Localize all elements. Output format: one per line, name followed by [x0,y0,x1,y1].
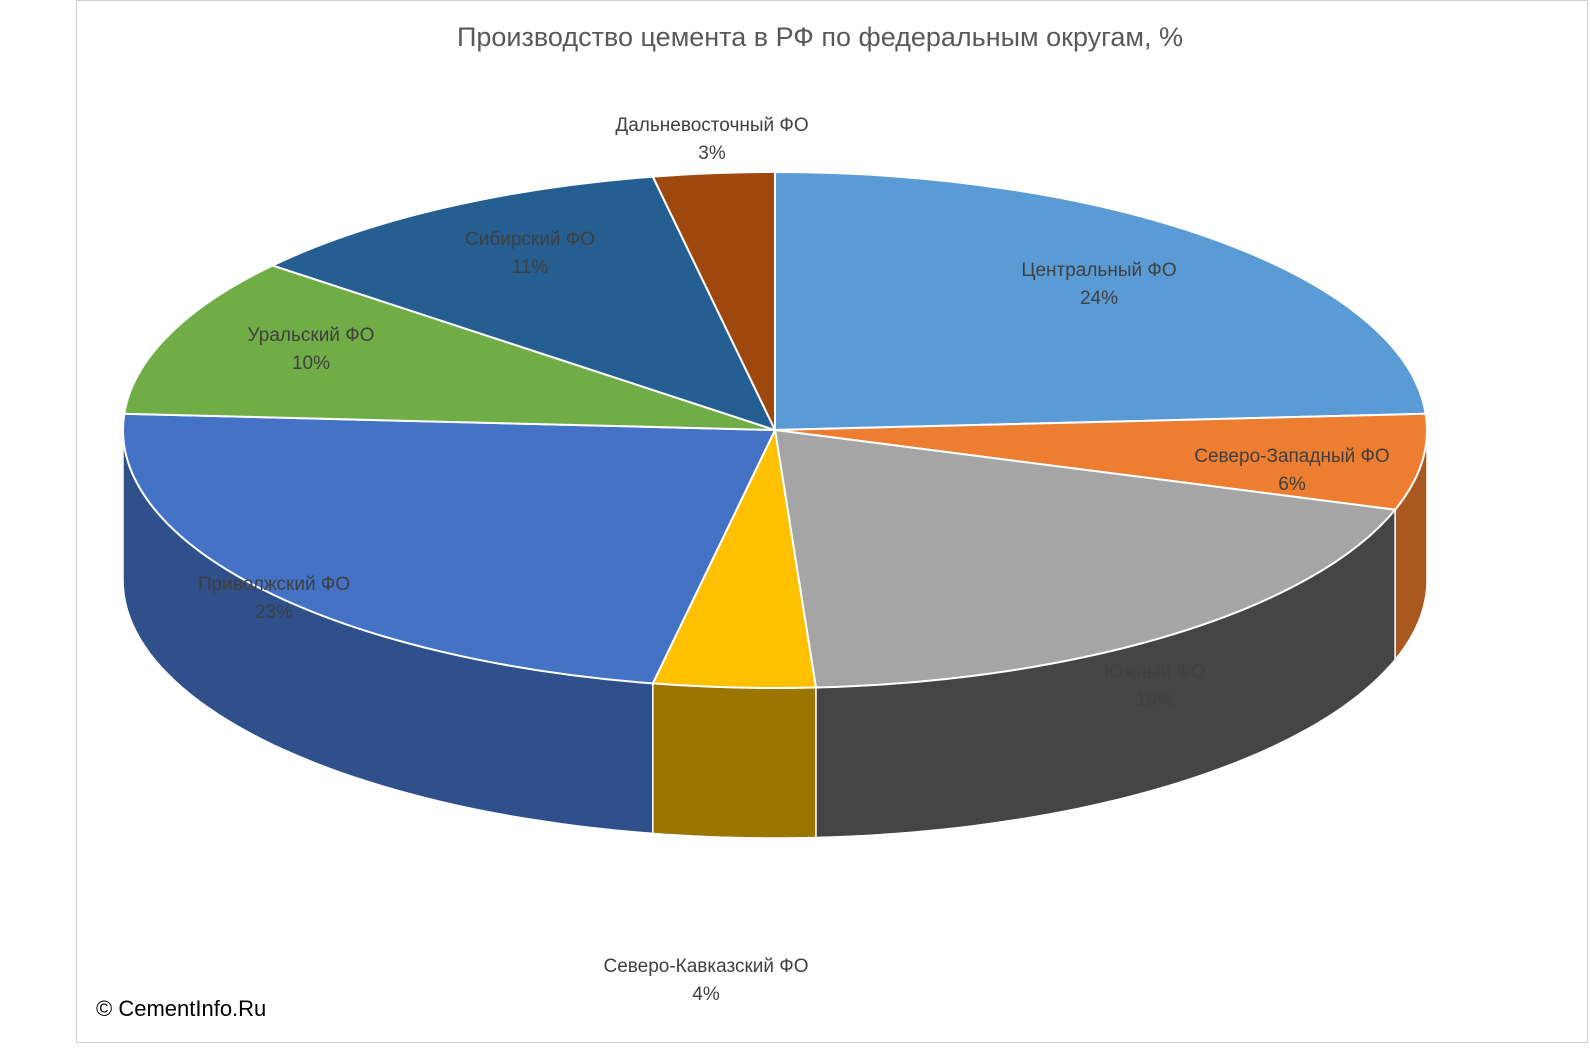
slice-name-дальневосточный-фо: Дальневосточный ФО [615,115,808,136]
pie-slice-южный-фо [773,428,1398,689]
pie-sides [122,429,1428,839]
pie-slice-дальневосточный-фо [651,170,776,431]
pie-slice-центральный-фо [774,170,1427,432]
pie-slice-сибирский-фо [269,175,777,432]
slice-name-северо-кавказский-фо: Северо-Кавказский ФО [603,956,808,977]
copyright-text: © CementInfo.Ru [96,996,267,1021]
slice-name-южный-фо: Южный ФО [1104,662,1205,683]
slice-value-дальневосточный-фо: 3% [698,143,726,164]
slice-value-центральный-фо: 24% [1080,288,1118,309]
pie-side-северо-кавказский-фо [652,682,817,839]
pie-tops [122,170,1428,689]
pie-labels: Центральный ФО 24% Северо-Западный ФО 6% Южн… [198,115,1390,1005]
pie-slice-северо-западный-фо [774,412,1428,511]
slice-name-приволжский-фо: Приволжский ФО [198,574,350,595]
slice-value-приволжский-фо: 23% [255,602,293,623]
pie-slice-приволжский-фо [122,412,777,685]
slice-name-северо-западный-фо: Северо-Западный ФО [1194,446,1389,467]
slice-value-северо-западный-фо: 6% [1278,474,1306,495]
pie-slice-уральский-фо [123,264,776,431]
slice-value-уральский-фо: 10% [292,353,330,374]
slice-name-сибирский-фо: Сибирский ФО [465,229,595,250]
slice-value-сибирский-фо: 11% [512,257,549,278]
slice-name-центральный-фо: Центральный ФО [1021,260,1176,281]
slice-name-уральский-фо: Уральский ФО [248,325,375,346]
slice-value-северо-кавказский-фо: 4% [692,984,720,1005]
slice-value-южный-фо: 19% [1136,690,1174,711]
chart-title: Производство цемента в РФ по федеральным… [456,22,1184,52]
